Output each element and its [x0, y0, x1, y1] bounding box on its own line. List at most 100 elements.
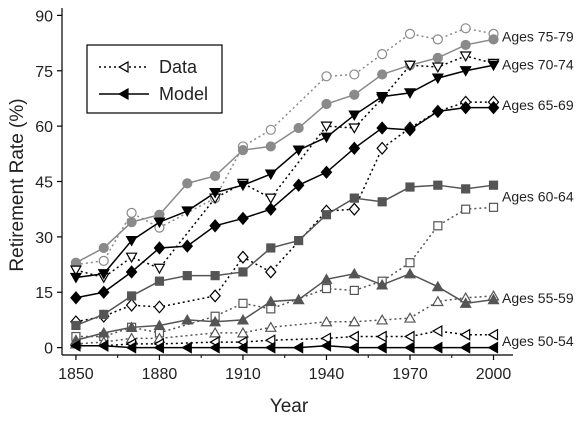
model-point-ages-70-74 [348, 110, 361, 122]
x-tick-label: 1880 [142, 366, 178, 383]
model-point-ages-60-64 [349, 193, 359, 203]
data-point-ages-70-74 [459, 51, 472, 62]
x-tick-label: 2000 [476, 366, 512, 383]
data-point-ages-75-79 [98, 255, 109, 266]
model-point-ages-70-74 [431, 73, 444, 85]
model-point-ages-65-69 [376, 121, 388, 135]
data-point-ages-70-74 [403, 60, 417, 72]
data-point-ages-65-69 [265, 265, 277, 279]
legend-label-data: Data [159, 57, 198, 77]
model-line-ages-65-69 [75, 106, 494, 299]
data-point-ages-60-64 [405, 258, 415, 268]
plot-area [69, 23, 500, 354]
model-point-ages-70-74 [69, 272, 82, 284]
model-point-ages-70-74 [97, 269, 110, 280]
axes: 1850 1880 1910 1940 1970 2000 0 15 30 45 60 75 90 [35, 8, 513, 383]
data-point-ages-50-54 [404, 330, 415, 343]
model-point-ages-75-79 [98, 242, 109, 254]
y-tick-label: 60 [35, 119, 53, 136]
model-point-ages-65-69 [404, 123, 416, 137]
model-point-ages-75-79 [488, 34, 499, 45]
model-point-ages-70-74 [320, 132, 333, 144]
y-tick-label: 45 [35, 175, 53, 192]
legend: Data Model [86, 44, 223, 114]
model-point-ages-65-69 [209, 219, 221, 233]
data-point-ages-50-54 [459, 328, 471, 341]
model-point-ages-60-64 [266, 243, 276, 253]
model-point-ages-50-54 [125, 341, 137, 354]
model-point-ages-50-54 [236, 341, 248, 354]
model-point-ages-60-64 [294, 235, 304, 246]
data-line-ages-65-69 [75, 101, 494, 323]
model-point-ages-60-64 [377, 197, 387, 207]
data-line-ages-55-59 [75, 295, 494, 345]
model-point-ages-65-69 [97, 285, 110, 299]
model-point-ages-70-74 [264, 169, 277, 181]
model-point-ages-75-79 [321, 98, 332, 110]
model-point-ages-55-59 [348, 267, 361, 279]
model-point-ages-70-74 [403, 88, 417, 99]
data-point-ages-55-59 [431, 295, 444, 307]
series-label-ages-50-54: Ages 50-54 [502, 333, 574, 349]
model-point-ages-75-79 [182, 178, 193, 189]
model-point-ages-60-64 [238, 267, 248, 277]
data-point-ages-65-69 [125, 298, 138, 312]
model-point-ages-50-54 [97, 339, 109, 352]
data-point-ages-70-74 [153, 263, 166, 275]
y-tick-label: 30 [35, 230, 53, 247]
model-point-ages-70-74 [292, 145, 305, 157]
data-point-ages-60-64 [461, 204, 471, 214]
model-point-ages-60-64 [182, 271, 192, 281]
x-tick-label: 1850 [58, 366, 94, 383]
data-point-ages-75-79 [377, 49, 388, 60]
data-point-ages-65-69 [153, 300, 166, 314]
model-point-ages-55-59 [209, 315, 222, 327]
model-point-ages-65-69 [237, 211, 249, 226]
x-tick-label: 1940 [309, 366, 345, 383]
data-point-ages-50-54 [487, 328, 499, 341]
model-point-ages-50-54 [459, 341, 471, 354]
model-point-ages-75-79 [237, 145, 249, 156]
x-tick-label: 1910 [225, 366, 261, 383]
model-line-ages-75-79 [75, 38, 494, 264]
model-point-ages-70-74 [209, 187, 222, 199]
data-point-ages-50-54 [348, 330, 359, 343]
model-point-ages-55-59 [181, 313, 194, 325]
model-line-ages-55-59 [75, 272, 494, 341]
model-point-ages-55-59 [292, 293, 305, 305]
data-point-ages-75-79 [265, 124, 276, 135]
data-point-ages-50-54 [376, 330, 387, 343]
model-point-ages-50-54 [292, 341, 304, 354]
data-point-ages-60-64 [488, 202, 499, 212]
model-point-ages-65-69 [459, 101, 472, 115]
model-point-ages-75-79 [126, 217, 137, 228]
y-tick-label: 75 [35, 64, 53, 81]
data-point-ages-70-74 [264, 193, 277, 205]
data-point-ages-55-59 [209, 326, 222, 338]
series-label-ages-55-59: Ages 55-59 [502, 290, 574, 306]
model-point-ages-50-54 [404, 341, 415, 354]
model-point-ages-60-64 [488, 180, 499, 190]
model-point-ages-60-64 [99, 309, 109, 319]
model-line-ages-60-64 [75, 184, 494, 327]
data-point-ages-60-64 [238, 298, 248, 308]
data-point-ages-55-59 [403, 312, 417, 323]
data-point-ages-65-69 [237, 250, 249, 264]
model-point-ages-75-79 [432, 52, 443, 63]
model-point-ages-50-54 [69, 339, 81, 352]
model-point-ages-75-79 [265, 141, 276, 152]
model-point-ages-60-64 [210, 271, 220, 281]
model-point-ages-50-54 [209, 341, 220, 354]
model-point-ages-65-69 [181, 239, 194, 253]
model-point-ages-60-64 [154, 276, 165, 286]
model-line-ages-50-54 [75, 345, 494, 349]
model-point-ages-55-59 [376, 278, 389, 290]
model-point-ages-75-79 [349, 89, 360, 100]
data-point-ages-70-74 [431, 62, 444, 74]
model-line-ages-70-74 [75, 64, 494, 279]
x-axis-title: Year [270, 396, 309, 417]
data-line-ages-70-74 [75, 55, 494, 279]
model-point-ages-50-54 [376, 341, 387, 354]
data-point-ages-50-54 [264, 334, 276, 347]
